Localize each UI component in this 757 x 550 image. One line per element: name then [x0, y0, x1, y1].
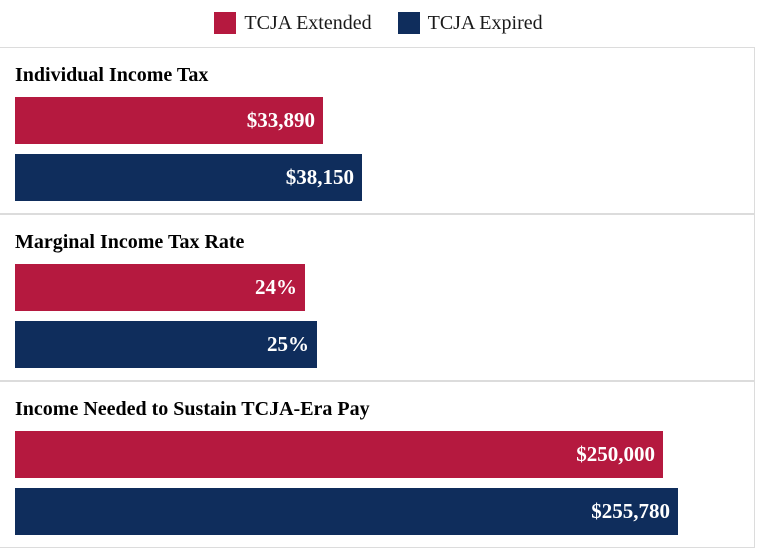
bar-value-label: 24% [255, 275, 297, 299]
bar-tcja-expired: 25% [15, 321, 317, 368]
legend-item-tcja-expired: TCJA Expired [397, 11, 543, 35]
bar-value-label: $250,000 [576, 442, 655, 466]
bar-value-label: $38,150 [285, 165, 354, 189]
bar-tcja-expired: $255,780 [15, 488, 678, 535]
panel-title: Individual Income Tax [15, 64, 209, 86]
legend-label-tcja-extended: TCJA Extended [244, 11, 372, 34]
panel-title: Income Needed to Sustain TCJA-Era Pay [15, 398, 370, 420]
legend-swatch-tcja-extended [214, 12, 237, 34]
bar-tcja-extended: $33,890 [15, 97, 323, 144]
bar-value-label: $255,780 [591, 499, 670, 523]
bar-value-label: 25% [267, 332, 309, 356]
panel-marginal-income-tax-rate: Marginal Income Tax Rate 24% 25% [0, 214, 755, 381]
legend-item-tcja-extended: TCJA Extended [214, 11, 372, 35]
legend-label-tcja-expired: TCJA Expired [427, 11, 543, 34]
panel-title: Marginal Income Tax Rate [15, 231, 245, 253]
bar-tcja-extended: 24% [15, 264, 305, 311]
panel-individual-income-tax: Individual Income Tax $33,890 $38,150 [0, 47, 755, 214]
chart-legend: TCJA Extended TCJA Expired [0, 10, 757, 36]
legend-swatch-tcja-expired [397, 12, 420, 34]
bar-tcja-expired: $38,150 [15, 154, 362, 201]
panel-income-needed-to-sustain-tcja-era-pay: Income Needed to Sustain TCJA-Era Pay $25… [0, 381, 755, 548]
bar-value-label: $33,890 [246, 108, 315, 132]
bar-tcja-extended: $250,000 [15, 431, 663, 478]
